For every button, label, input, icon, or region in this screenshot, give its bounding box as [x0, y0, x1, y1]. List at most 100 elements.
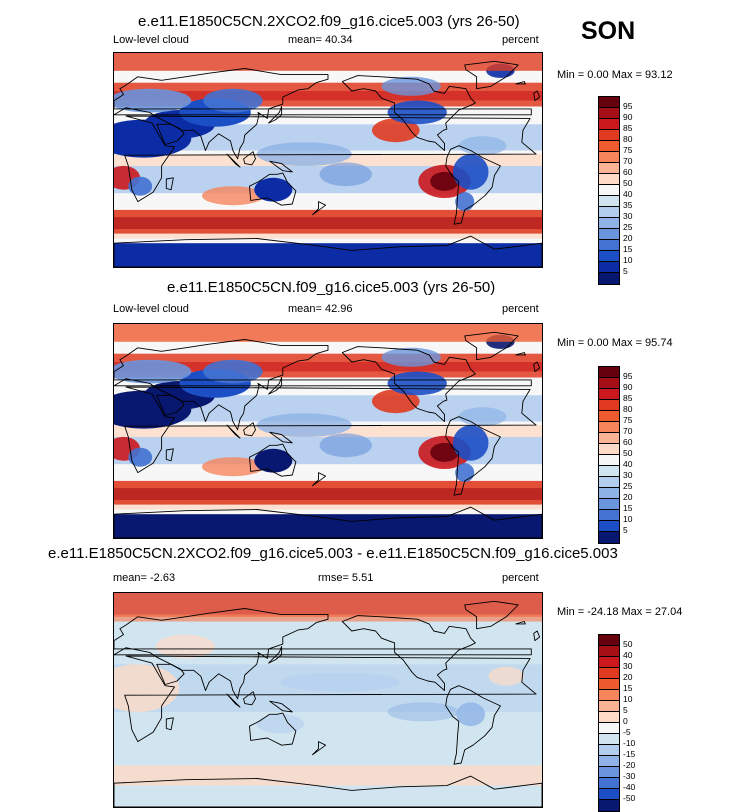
colorbar-swatch: [599, 251, 619, 262]
panel3-title: e.e11.E1850C5CN.2XCO2.f09_g16.cice5.003 …: [48, 545, 618, 562]
colorbar-tick-label: -10: [623, 738, 636, 748]
colorbar-swatch: [599, 130, 619, 141]
colorbar-swatch: [599, 97, 619, 108]
colorbar-swatch: [599, 657, 619, 668]
panel3-units-label: percent: [502, 572, 539, 584]
colorbar-swatch: [599, 262, 619, 273]
colorbar-swatch: [599, 466, 619, 477]
colorbar-tick-label: 20: [623, 672, 633, 682]
colorbar-swatch: [599, 701, 619, 712]
panel1-units-label: percent: [502, 34, 539, 46]
colorbar-tick-label: -30: [623, 771, 636, 781]
colorbar-swatch: [599, 668, 619, 679]
colorbar-tick-label: 50: [623, 448, 633, 458]
panel2-mean-label: mean= 42.96: [288, 303, 353, 315]
colorbar-tick-label: 50: [623, 639, 633, 649]
panel2-map: [113, 323, 543, 539]
panel2-title: e.e11.E1850C5CN.f09_g16.cice5.003 (yrs 2…: [167, 279, 496, 296]
colorbar-swatch: [599, 521, 619, 532]
colorbar-swatch: [599, 723, 619, 734]
colorbar-tick-label: 80: [623, 134, 633, 144]
colorbar-tick-label: 10: [623, 514, 633, 524]
colorbar-swatch: [599, 690, 619, 701]
colorbar-tick-label: 30: [623, 470, 633, 480]
colorbar-swatch: [599, 119, 619, 130]
colorbar-tick-label: 70: [623, 426, 633, 436]
colorbar-swatch: [599, 378, 619, 389]
colorbar-tick-label: -50: [623, 793, 636, 803]
colorbar-tick-label: 15: [623, 503, 633, 513]
colorbar-swatch: [599, 389, 619, 400]
colorbar-swatch: [599, 745, 619, 756]
colorbar-swatch: [599, 778, 619, 789]
map-field: [114, 53, 542, 267]
colorbar-swatch: [599, 477, 619, 488]
colorbar-tick-label: 25: [623, 481, 633, 491]
colorbar-tick-label: 15: [623, 683, 633, 693]
colorbar-tick-label: 30: [623, 211, 633, 221]
colorbar-swatch: [599, 635, 619, 646]
panel2-colorbar: [598, 366, 620, 544]
colorbar-swatch: [599, 734, 619, 745]
panel2-minmax-label: Min = 0.00 Max = 95.74: [557, 337, 673, 349]
panel2-variable-label: Low-level cloud: [113, 303, 189, 315]
colorbar-tick-label: 5: [623, 525, 628, 535]
panel3-mean-label: mean= -2.63: [113, 572, 176, 584]
panel1-minmax-label: Min = 0.00 Max = 93.12: [557, 69, 673, 81]
colorbar-tick-label: 10: [623, 255, 633, 265]
colorbar-swatch: [599, 499, 619, 510]
colorbar-tick-label: 0: [623, 716, 628, 726]
colorbar-swatch: [599, 400, 619, 411]
colorbar-tick-label: 20: [623, 233, 633, 243]
colorbar-swatch: [599, 196, 619, 207]
colorbar-swatch: [599, 273, 619, 284]
colorbar-tick-label: 85: [623, 123, 633, 133]
colorbar-swatch: [599, 229, 619, 240]
colorbar-tick-label: 35: [623, 200, 633, 210]
colorbar-swatch: [599, 240, 619, 251]
colorbar-swatch: [599, 433, 619, 444]
panel1-mean-label: mean= 40.34: [288, 34, 353, 46]
colorbar-swatch: [599, 152, 619, 163]
colorbar-tick-label: 40: [623, 459, 633, 469]
colorbar-swatch: [599, 444, 619, 455]
panel2-units-label: percent: [502, 303, 539, 315]
panel1-map: [113, 52, 543, 268]
map-field: [114, 593, 542, 807]
colorbar-tick-label: 95: [623, 371, 633, 381]
colorbar-swatch: [599, 108, 619, 119]
colorbar-swatch: [599, 712, 619, 723]
colorbar-tick-label: 40: [623, 650, 633, 660]
colorbar-tick-label: -15: [623, 749, 636, 759]
colorbar-swatch: [599, 532, 619, 543]
colorbar-tick-label: 20: [623, 492, 633, 502]
colorbar-swatch: [599, 422, 619, 433]
colorbar-swatch: [599, 767, 619, 778]
colorbar-swatch: [599, 367, 619, 378]
colorbar-tick-label: 40: [623, 189, 633, 199]
colorbar-tick-label: 50: [623, 178, 633, 188]
colorbar-tick-label: 95: [623, 101, 633, 111]
colorbar-swatch: [599, 789, 619, 800]
colorbar-swatch: [599, 141, 619, 152]
colorbar-tick-label: 80: [623, 404, 633, 414]
colorbar-tick-label: 10: [623, 694, 633, 704]
colorbar-tick-label: 70: [623, 156, 633, 166]
panel1-title: e.e11.E1850C5CN.2XCO2.f09_g16.cice5.003 …: [138, 13, 520, 30]
colorbar-tick-label: 15: [623, 244, 633, 254]
colorbar-tick-label: 90: [623, 382, 633, 392]
panel3-minmax-label: Min = -24.18 Max = 27.04: [557, 606, 683, 618]
colorbar-swatch: [599, 756, 619, 767]
colorbar-tick-label: 25: [623, 222, 633, 232]
colorbar-swatch: [599, 488, 619, 499]
colorbar-swatch: [599, 800, 619, 811]
colorbar-swatch: [599, 679, 619, 690]
colorbar-tick-label: 90: [623, 112, 633, 122]
colorbar-tick-label: -5: [623, 727, 631, 737]
colorbar-tick-label: 85: [623, 393, 633, 403]
colorbar-tick-label: 60: [623, 167, 633, 177]
colorbar-swatch: [599, 455, 619, 466]
colorbar-swatch: [599, 174, 619, 185]
colorbar-tick-label: 75: [623, 145, 633, 155]
colorbar-swatch: [599, 646, 619, 657]
